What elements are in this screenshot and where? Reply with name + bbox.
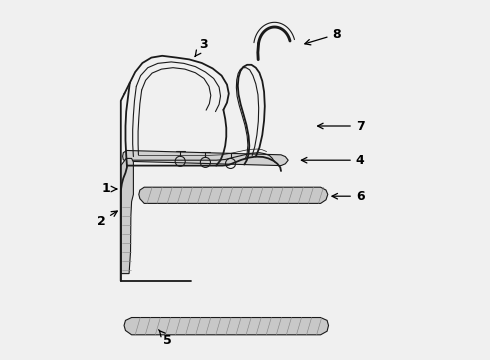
- Polygon shape: [139, 187, 328, 203]
- Text: 2: 2: [97, 211, 117, 228]
- Polygon shape: [124, 318, 328, 335]
- Text: 5: 5: [159, 330, 172, 347]
- Text: 6: 6: [332, 190, 365, 203]
- Text: 7: 7: [318, 120, 365, 132]
- Text: 4: 4: [301, 154, 365, 167]
- Text: 1: 1: [102, 183, 117, 195]
- Polygon shape: [121, 158, 133, 274]
- Text: 8: 8: [305, 28, 341, 45]
- Polygon shape: [122, 150, 288, 166]
- Text: 3: 3: [195, 39, 208, 57]
